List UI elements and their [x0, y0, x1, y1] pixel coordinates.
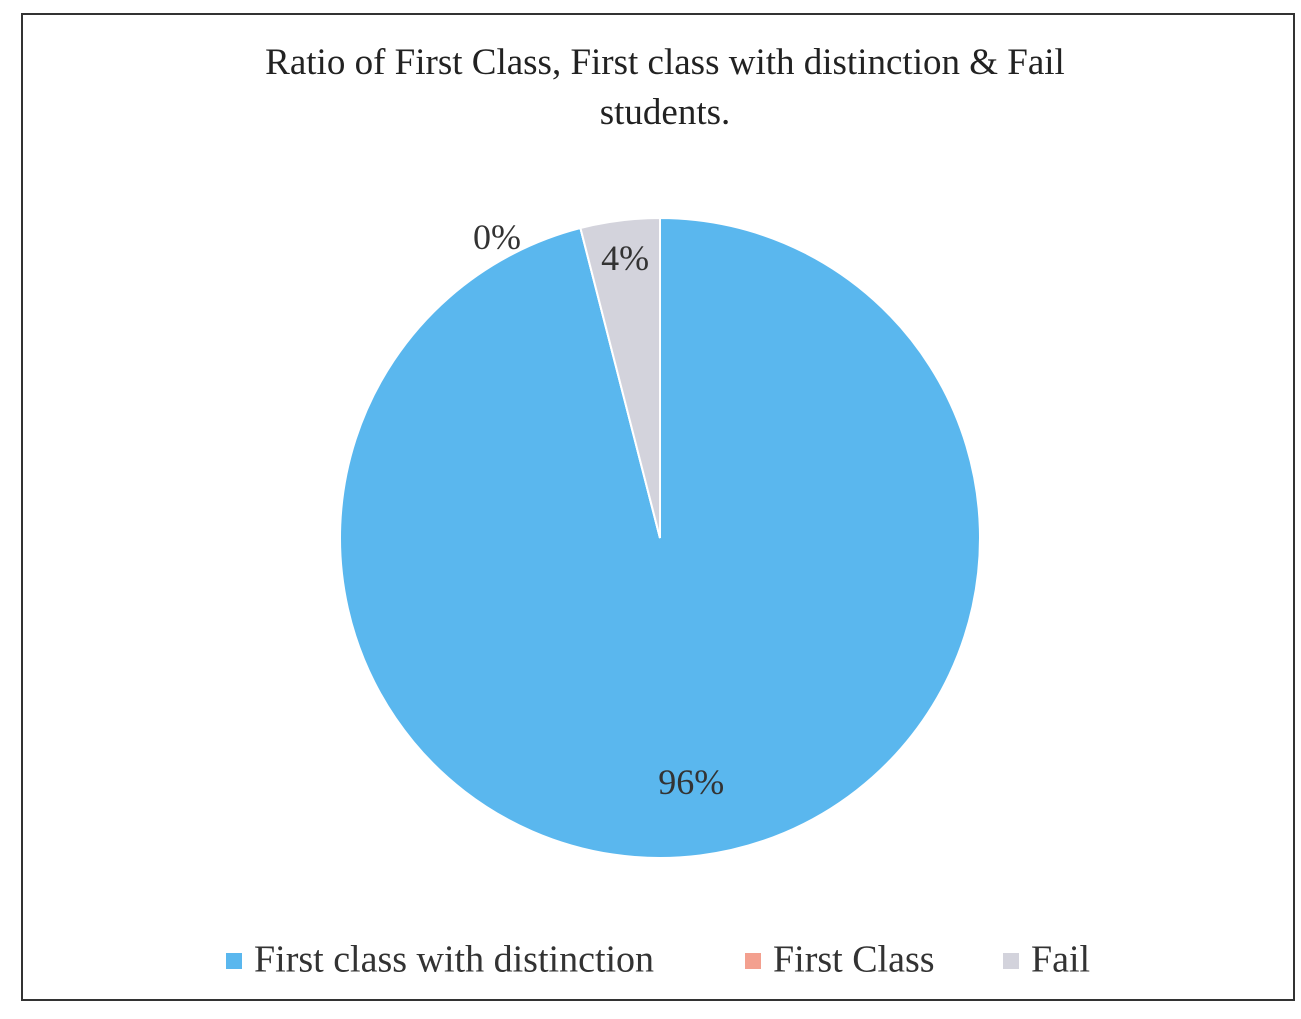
data-label: 0% [473, 217, 521, 257]
legend-label: Fail [1031, 939, 1090, 981]
data-label: 96% [658, 762, 724, 802]
chart-title: Ratio of First Class, First class with d… [265, 42, 1065, 133]
legend-label: First class with distinction [254, 939, 654, 981]
legend-label: First Class [773, 939, 935, 981]
legend-marker [1003, 953, 1019, 969]
legend-marker [226, 953, 242, 969]
legend-marker [745, 953, 761, 969]
data-label: 4% [601, 238, 649, 278]
pie-slice [579, 216, 661, 539]
